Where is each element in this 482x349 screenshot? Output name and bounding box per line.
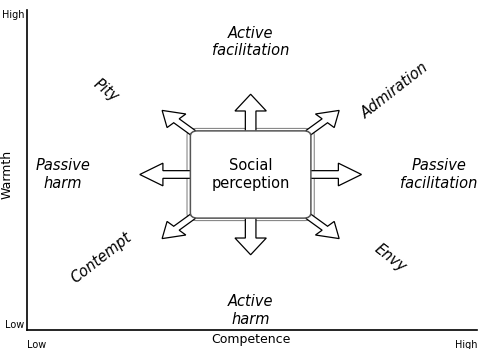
FancyArrow shape xyxy=(162,214,196,239)
Text: High: High xyxy=(455,340,477,349)
Text: Competence: Competence xyxy=(211,333,290,346)
Text: Envy: Envy xyxy=(372,242,409,275)
Text: Active
facilitation: Active facilitation xyxy=(212,26,289,58)
Text: Low: Low xyxy=(27,340,46,349)
FancyArrow shape xyxy=(162,110,196,135)
Text: Warmth: Warmth xyxy=(1,150,13,199)
Text: Low: Low xyxy=(5,320,24,330)
Text: Pity: Pity xyxy=(91,76,121,105)
Text: Admiration: Admiration xyxy=(359,60,432,121)
FancyArrow shape xyxy=(235,216,266,255)
FancyArrow shape xyxy=(306,214,339,239)
FancyArrow shape xyxy=(235,94,266,133)
Text: High: High xyxy=(1,10,24,21)
FancyArrow shape xyxy=(308,163,362,186)
FancyBboxPatch shape xyxy=(190,131,311,218)
Text: Social
perception: Social perception xyxy=(212,158,290,191)
FancyArrow shape xyxy=(140,163,193,186)
FancyArrow shape xyxy=(306,110,339,135)
Text: Active
harm: Active harm xyxy=(228,295,273,327)
Text: Passive
facilitation: Passive facilitation xyxy=(400,158,477,191)
Text: Passive
harm: Passive harm xyxy=(35,158,90,191)
Text: Contempt: Contempt xyxy=(68,230,134,287)
